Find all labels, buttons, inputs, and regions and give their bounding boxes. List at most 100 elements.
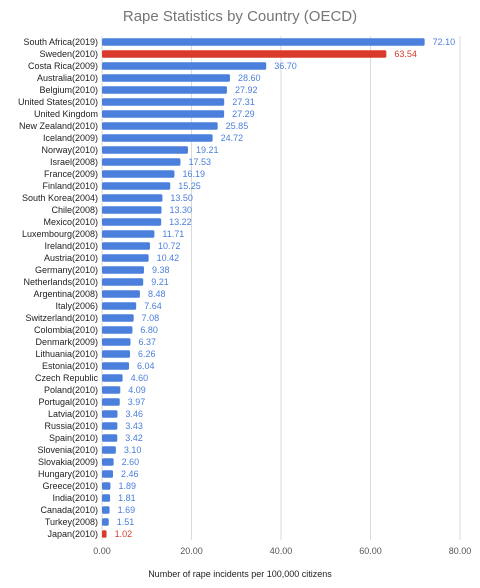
category-label: Italy(2006) xyxy=(55,301,98,311)
value-label: 3.43 xyxy=(125,421,143,431)
category-label: Ireland(2010) xyxy=(44,241,98,251)
category-label: Russia(2010) xyxy=(44,421,98,431)
value-label: 1.81 xyxy=(118,493,136,503)
x-tick-label: 20.00 xyxy=(180,546,203,556)
bar xyxy=(102,350,131,358)
bar xyxy=(102,422,118,430)
category-label: Israel(2008) xyxy=(50,157,98,167)
bar xyxy=(102,194,163,202)
category-label: New Zealand(2010) xyxy=(19,121,98,131)
bar xyxy=(102,434,118,442)
category-label: Denmark(2009) xyxy=(35,337,98,347)
value-label: 6.37 xyxy=(139,337,157,347)
category-label: South Africa(2019) xyxy=(23,37,98,47)
value-label: 17.53 xyxy=(188,157,211,167)
x-axis-label: Number of rape incidents per 100,000 cit… xyxy=(148,569,332,579)
category-label: Australia(2010) xyxy=(37,73,98,83)
value-label: 4.09 xyxy=(128,385,146,395)
value-label: 28.60 xyxy=(238,73,261,83)
category-label: Austria(2010) xyxy=(44,253,98,263)
bar xyxy=(102,242,150,250)
value-label: 3.10 xyxy=(124,445,142,455)
category-label: South Korea(2004) xyxy=(22,193,98,203)
category-label: Turkey(2008) xyxy=(45,517,98,527)
bar xyxy=(102,62,267,70)
category-label: Costa Rica(2009) xyxy=(28,61,98,71)
bar xyxy=(102,398,120,406)
value-label: 25.85 xyxy=(226,121,249,131)
value-label: 16.19 xyxy=(182,169,205,179)
bar xyxy=(102,374,123,382)
value-label: 4.60 xyxy=(131,373,149,383)
bar xyxy=(102,182,171,190)
bar xyxy=(102,134,213,142)
value-label: 2.60 xyxy=(122,457,140,467)
category-label: Portugal(2010) xyxy=(38,397,98,407)
value-label: 1.69 xyxy=(118,505,136,515)
value-label: 13.30 xyxy=(170,205,193,215)
value-label: 3.46 xyxy=(125,409,143,419)
value-label: 10.72 xyxy=(158,241,181,251)
category-label: Japan(2010) xyxy=(47,529,98,539)
bar xyxy=(102,218,162,226)
category-label: Lithuania(2010) xyxy=(35,349,98,359)
category-label: Latvia(2010) xyxy=(48,409,98,419)
category-label: Chile(2008) xyxy=(51,205,98,215)
bar xyxy=(102,122,218,130)
bar xyxy=(102,170,175,178)
bar xyxy=(102,74,230,82)
category-label: United States(2010) xyxy=(18,97,98,107)
category-label: Poland(2010) xyxy=(44,385,98,395)
bar xyxy=(102,38,425,46)
category-label: Luxembourg(2008) xyxy=(22,229,98,239)
value-label: 8.48 xyxy=(148,289,166,299)
category-label: Argentina(2008) xyxy=(33,289,98,299)
category-label: Belgium(2010) xyxy=(39,85,98,95)
value-label: 15.25 xyxy=(178,181,201,191)
bar xyxy=(102,362,130,370)
value-label: 36.70 xyxy=(274,61,297,71)
value-label: 7.08 xyxy=(142,313,160,323)
value-label: 1.02 xyxy=(115,529,133,539)
category-label: Canada(2010) xyxy=(40,505,98,515)
value-label: 6.04 xyxy=(137,361,155,371)
value-label: 7.64 xyxy=(144,301,162,311)
category-label: Spain(2010) xyxy=(49,433,98,443)
value-label: 27.29 xyxy=(232,109,255,119)
category-label: Netherlands(2010) xyxy=(23,277,98,287)
x-tick-label: 0.00 xyxy=(93,546,111,556)
value-label: 27.92 xyxy=(235,85,258,95)
value-label: 13.22 xyxy=(169,217,192,227)
bar xyxy=(102,326,133,334)
bar xyxy=(102,266,144,274)
value-label: 13.50 xyxy=(170,193,193,203)
value-label: 11.71 xyxy=(162,229,184,239)
bar xyxy=(102,50,387,58)
bar xyxy=(102,470,114,478)
x-tick-label: 80.00 xyxy=(449,546,472,556)
bar xyxy=(102,530,107,538)
value-label: 63.54 xyxy=(394,49,417,59)
bar xyxy=(102,446,116,454)
value-label: 19.21 xyxy=(196,145,219,155)
bar xyxy=(102,518,109,526)
category-label: Estonia(2010) xyxy=(42,361,98,371)
bar xyxy=(102,254,149,262)
category-label: Czech Republic xyxy=(35,373,99,383)
bar xyxy=(102,146,188,154)
bar xyxy=(102,230,155,238)
bar xyxy=(102,410,118,418)
chart-title: Rape Statistics by Country (OECD) xyxy=(122,8,358,25)
bar xyxy=(102,386,121,394)
bar xyxy=(102,158,181,166)
category-label: Sweden(2010) xyxy=(39,49,98,59)
bar xyxy=(102,506,110,514)
value-label: 72.10 xyxy=(433,37,456,47)
category-label: Slovakia(2009) xyxy=(38,457,98,467)
value-label: 24.72 xyxy=(221,133,244,143)
bar xyxy=(102,482,111,490)
bar xyxy=(102,338,131,346)
value-label: 3.97 xyxy=(128,397,146,407)
category-label: France(2009) xyxy=(44,169,98,179)
